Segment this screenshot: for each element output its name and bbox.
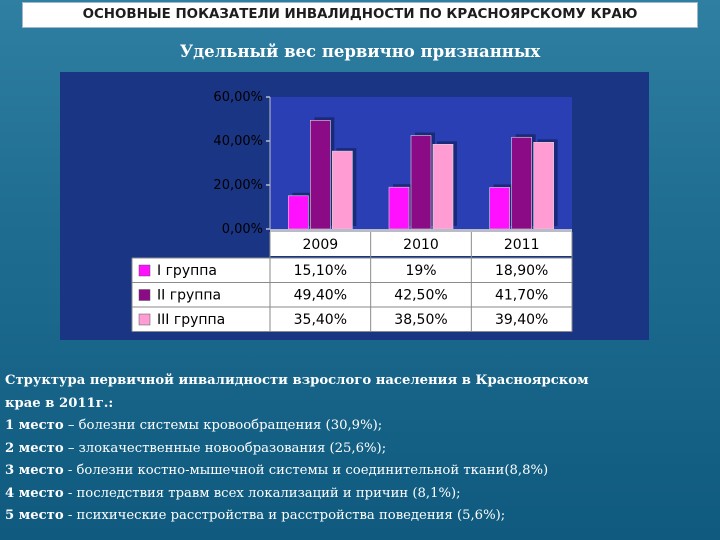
legend-label: III группа	[157, 312, 225, 328]
chart-panel: 0,00% 20,00% 40,00% 60,00% 2009 2010 2011 I гру…	[60, 72, 649, 340]
category-label: 2011	[504, 237, 540, 253]
y-tick-label: 0,00%	[222, 222, 263, 237]
bar	[533, 142, 554, 230]
data-label: 39,40%	[495, 312, 548, 328]
data-label: 35,40%	[294, 312, 347, 328]
page-title: ОСНОВНЫЕ ПОКАЗАТЕЛИ ИНВАЛИДНОСТИ ПО КРАС…	[82, 7, 638, 22]
category-label: 2010	[403, 237, 439, 253]
data-label: 38,50%	[394, 312, 447, 328]
item-text: – злокачественные новообразования (25,6%…	[63, 440, 387, 456]
item-text: - психические расстройства и расстройств…	[63, 508, 506, 523]
bar	[288, 195, 309, 230]
data-label: 15,10%	[294, 263, 347, 279]
item-text: – болезни системы кровообращения (30,9%)…	[63, 418, 383, 433]
intro-line-1: Структура первичной инвалидности взросло…	[5, 373, 589, 388]
rank-label: 3 место	[5, 463, 64, 478]
y-tick-label: 40,00%	[213, 134, 263, 149]
bar	[410, 135, 432, 230]
legend-swatch	[138, 289, 151, 301]
data-label: 41,70%	[495, 288, 548, 304]
item-text: - последствия травм всех локализаций и п…	[63, 485, 461, 501]
legend-label: I группа	[157, 263, 217, 279]
chart-floor	[270, 229, 572, 233]
table-header	[270, 232, 572, 256]
bar	[511, 136, 532, 230]
disability-structure-text: Структура первичной инвалидности взросло…	[5, 370, 717, 528]
list-item-3: 3 место - болезни костно-мышечной систем…	[5, 460, 717, 483]
legend-swatch	[138, 313, 151, 326]
rank-label: 4 место	[5, 485, 64, 501]
bar	[432, 144, 454, 230]
list-item-2: 2 место – злокачественные новообразовани…	[5, 438, 717, 461]
data-label: 49,40%	[294, 288, 347, 304]
y-tick-label: 60,00%	[213, 90, 263, 105]
rank-label: 5 место	[5, 508, 64, 523]
intro-line-2: крае в 2011г.:	[5, 395, 114, 411]
category-label: 2009	[303, 237, 339, 253]
y-tick-label: 20,00%	[213, 178, 263, 193]
rank-label: 1 место	[5, 418, 64, 433]
title-bar: ОСНОВНЫЕ ПОКАЗАТЕЛИ ИНВАЛИДНОСТИ ПО КРАС…	[22, 2, 698, 28]
bar	[332, 150, 353, 230]
list-item-1: 1 место – болезни системы кровообращения…	[5, 415, 717, 438]
legend-swatch	[138, 264, 151, 277]
table-body	[132, 258, 572, 332]
rank-label: 2 место	[5, 440, 64, 456]
bar	[388, 186, 410, 230]
item-text: - болезни костно-мышечной системы и соед…	[63, 463, 549, 478]
bar-chart: 0,00% 20,00% 40,00% 60,00% 2009 2010 2011 I гру…	[131, 90, 573, 332]
list-item-4: 4 место - последствия травм всех локализ…	[5, 483, 717, 506]
data-label: 19%	[405, 263, 436, 279]
bar	[310, 120, 331, 230]
list-item-5: 5 место - психические расстройства и рас…	[5, 505, 717, 528]
data-label: 42,50%	[394, 288, 447, 304]
data-label: 18,90%	[495, 263, 548, 279]
chart-subtitle: Удельный вес первично признанных	[179, 42, 541, 61]
legend-label: II группа	[157, 288, 221, 304]
bar	[489, 187, 510, 230]
